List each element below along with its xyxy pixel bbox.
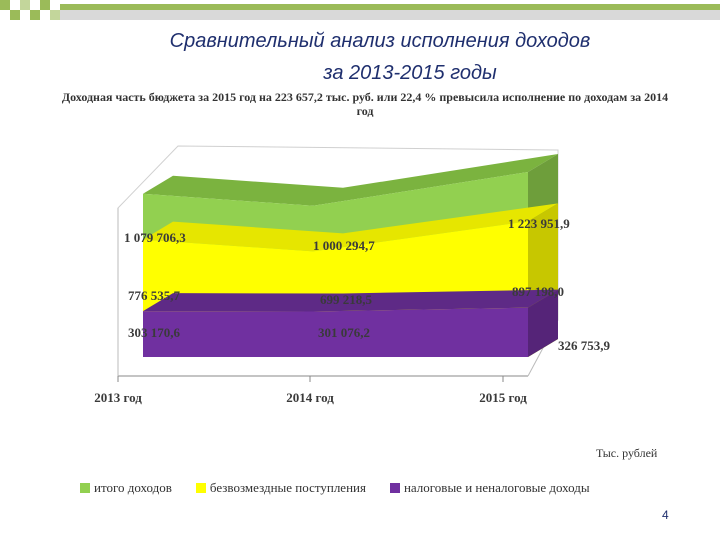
x-tick-label-2: 2015 год (479, 390, 527, 405)
legend-label-grants: безвозмездные поступления (209, 480, 366, 495)
area-top-2 (143, 289, 558, 312)
area-top-0 (143, 154, 558, 206)
area-side-2 (528, 289, 558, 357)
data-label-2-1: 301 076,2 (318, 325, 370, 340)
area-top-1 (143, 203, 558, 252)
legend-swatch-total (80, 483, 90, 493)
data-label-1-0: 776 535,7 (128, 288, 181, 303)
legend-swatch-grants (195, 483, 206, 493)
page-number: 4 (662, 508, 669, 522)
data-label-1-1: 699 218,5 (320, 292, 373, 307)
data-label-2-0: 303 170,6 (128, 325, 181, 340)
legend-item-total: итого доходов (80, 480, 172, 496)
data-label-0-1: 1 000 294,7 (313, 238, 375, 253)
unit-label: Тыс. рублей (596, 446, 658, 460)
legend-item-tax: налоговые и неналоговые доходы (389, 480, 590, 496)
chart-legend: итого доходов безвозмездные поступления … (80, 480, 700, 496)
chart-subtitle: Доходная часть бюджета за 2015 год на 22… (61, 90, 669, 118)
data-label-0-2: 1 223 951,9 (508, 216, 570, 231)
data-label-0-0: 1 079 706,3 (124, 230, 186, 245)
page-title-line2: за 2013-2015 годы (323, 62, 497, 84)
legend-label-tax: налоговые и неналоговые доходы (403, 480, 590, 495)
data-label-2-2: 326 753,9 (558, 338, 611, 353)
legend-swatch-tax (389, 483, 400, 493)
page-title-line1: Сравнительный анализ исполнения доходов (169, 30, 591, 52)
x-tick-label-1: 2014 год (286, 390, 334, 405)
decorative-squares (0, 0, 720, 20)
area-chart: 1 079 706,3 1 000 294,7 1 223 951,9 776 535… (94, 145, 611, 405)
x-tick-label-0: 2013 год (94, 390, 142, 405)
legend-item-grants: безвозмездные поступления (195, 480, 366, 496)
area-front-2 (143, 307, 528, 357)
legend-label-total: итого доходов (94, 480, 172, 495)
data-label-1-2: 897 198,0 (512, 284, 564, 299)
